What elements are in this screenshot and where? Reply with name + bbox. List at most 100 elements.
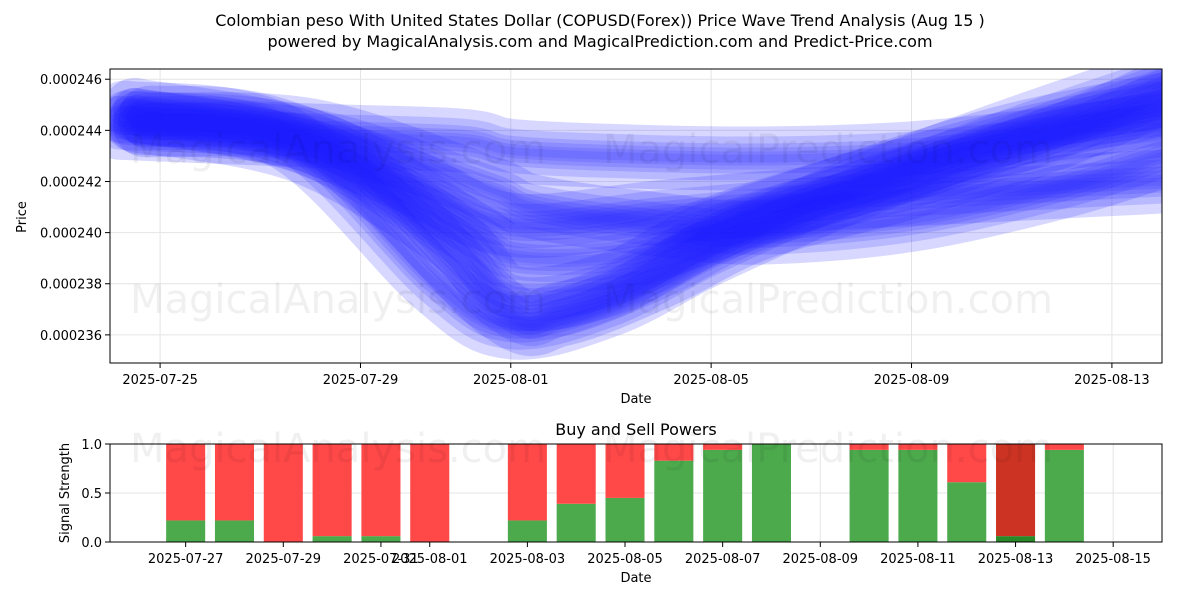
price-wave-band bbox=[131, 88, 1162, 329]
price-wave-band bbox=[146, 113, 1162, 231]
price-wave-band bbox=[110, 114, 1162, 170]
price-axes: 2025-07-25 2025-07-29 2025-08-01 2025-08-05… bbox=[40, 73, 1150, 388]
power-ytick-label: 0.5 bbox=[81, 487, 102, 502]
price-wave-band bbox=[110, 69, 1162, 360]
price-ytick-label: 0.000240 bbox=[40, 227, 102, 242]
price-wave-band bbox=[124, 93, 1162, 311]
sell-power-bar bbox=[312, 444, 352, 537]
buy-power-bar bbox=[1044, 449, 1084, 542]
power-bars bbox=[166, 444, 1084, 542]
power-title: Buy and Sell Powers bbox=[555, 420, 717, 439]
power-xtick-label: 2025-08-05 bbox=[587, 552, 663, 567]
price-ylabel: Price bbox=[15, 201, 30, 233]
sell-power-bar bbox=[556, 444, 596, 504]
price-wave-band bbox=[110, 69, 1162, 343]
price-wave-band bbox=[139, 106, 1162, 238]
watermark-analysis-top: MagicalAnalysis.com bbox=[130, 127, 546, 173]
sell-power-bar bbox=[703, 444, 743, 450]
power-xtick-label: 2025-07-29 bbox=[246, 552, 322, 567]
sell-power-bar bbox=[214, 444, 255, 521]
power-axes: 2025-07-27 2025-07-29 2025-07-312025-08-01… bbox=[81, 438, 1151, 567]
power-ytick-label: 1.0 bbox=[81, 438, 102, 453]
price-wave-band bbox=[113, 118, 1162, 166]
price-ytick-label: 0.000244 bbox=[40, 124, 102, 139]
buy-power-bar bbox=[605, 497, 645, 542]
price-xtick-label: 2025-08-05 bbox=[673, 373, 749, 388]
price-wave-band bbox=[136, 108, 1162, 265]
buy-power-bar bbox=[312, 536, 352, 542]
price-wave-band bbox=[129, 101, 1162, 272]
price-ytick-label: 0.000242 bbox=[40, 175, 102, 190]
price-wave-band bbox=[130, 109, 1162, 248]
power-xtick-label: 2025-07-27 bbox=[148, 552, 224, 567]
price-wave-band bbox=[110, 80, 1162, 293]
price-wave-band bbox=[110, 93, 1162, 191]
price-wave-band bbox=[120, 77, 1162, 340]
watermark-prediction-top: MagicalPrediction.com bbox=[603, 127, 1053, 173]
power-xtick-label: 2025-08-07 bbox=[685, 552, 761, 567]
power-xtick-label: 2025-08-03 bbox=[490, 552, 566, 567]
sell-power-bar bbox=[605, 444, 645, 498]
sell-power-bar bbox=[947, 444, 987, 483]
price-watermarks: MagicalAnalysis.com MagicalPrediction.co… bbox=[130, 127, 1053, 323]
watermark-prediction-bottom: MagicalPrediction.com bbox=[603, 426, 1053, 472]
price-xtick-label: 2025-08-13 bbox=[1074, 373, 1150, 388]
price-wave-band bbox=[123, 102, 1162, 255]
price-wave-band bbox=[128, 85, 1162, 332]
watermark-analysis-bottom: MagicalAnalysis.com bbox=[130, 426, 546, 472]
power-ytick-label: 0.0 bbox=[81, 536, 102, 551]
buy-power-bar bbox=[507, 520, 547, 542]
price-wave-band bbox=[135, 102, 1162, 242]
price-ytick-label: 0.000238 bbox=[40, 278, 102, 293]
buy-power-bar bbox=[751, 444, 791, 542]
buy-power-bar bbox=[703, 449, 743, 542]
price-wave-band bbox=[134, 113, 1162, 244]
power-xlabel: Date bbox=[620, 571, 651, 586]
sell-power-bar bbox=[898, 444, 938, 450]
buy-power-bar bbox=[556, 503, 596, 542]
power-xtick-label: 2025-08-11 bbox=[880, 552, 956, 567]
sell-power-bar bbox=[361, 444, 401, 537]
price-waves bbox=[110, 69, 1162, 360]
power-xtick-label: 2025-07-31 bbox=[343, 552, 419, 567]
watermark-prediction-mid: MagicalPrediction.com bbox=[603, 277, 1053, 323]
sell-power-bar bbox=[263, 444, 303, 542]
price-xtick-label: 2025-08-01 bbox=[473, 373, 549, 388]
sell-power-bar bbox=[996, 444, 1036, 537]
price-wave-band bbox=[118, 72, 1162, 335]
buy-power-bar bbox=[849, 449, 889, 542]
power-watermarks: MagicalAnalysis.com MagicalPrediction.co… bbox=[130, 426, 1053, 472]
sell-power-bar bbox=[849, 444, 889, 450]
price-xtick-label: 2025-08-09 bbox=[874, 373, 950, 388]
chart-title: Colombian peso With United States Dollar… bbox=[215, 11, 985, 30]
price-wave-band bbox=[138, 117, 1162, 240]
price-wave-band bbox=[131, 100, 1162, 304]
buy-power-bar bbox=[166, 520, 206, 542]
buy-power-bar bbox=[947, 482, 987, 542]
power-xtick-label: 2025-08-01 bbox=[392, 552, 468, 567]
buy-power-bar bbox=[996, 536, 1036, 542]
price-wave-band bbox=[113, 92, 1162, 265]
price-grid bbox=[110, 69, 1162, 363]
price-xtick-label: 2025-07-29 bbox=[323, 373, 399, 388]
price-wave-band bbox=[128, 97, 1162, 307]
power-ylabel: Signal Strength bbox=[58, 443, 73, 543]
sell-power-bar bbox=[507, 444, 547, 521]
price-wave-band bbox=[141, 120, 1162, 237]
price-wave-band bbox=[120, 89, 1162, 315]
sell-power-bar bbox=[654, 444, 694, 461]
price-wave-band bbox=[133, 105, 1162, 268]
price-wave-band bbox=[124, 81, 1162, 336]
price-wave-band bbox=[113, 82, 1162, 322]
watermark-analysis-mid: MagicalAnalysis.com bbox=[130, 277, 546, 323]
price-wave-band bbox=[116, 121, 1162, 163]
price-wave-band bbox=[110, 103, 1162, 181]
price-ytick-label: 0.000236 bbox=[40, 329, 102, 344]
price-wave-band bbox=[110, 110, 1162, 174]
price-xlabel: Date bbox=[620, 392, 651, 407]
price-wave-band bbox=[121, 75, 1162, 332]
price-wave-band bbox=[114, 69, 1162, 339]
buy-power-bar bbox=[898, 449, 938, 542]
sell-power-bar bbox=[1044, 444, 1084, 450]
